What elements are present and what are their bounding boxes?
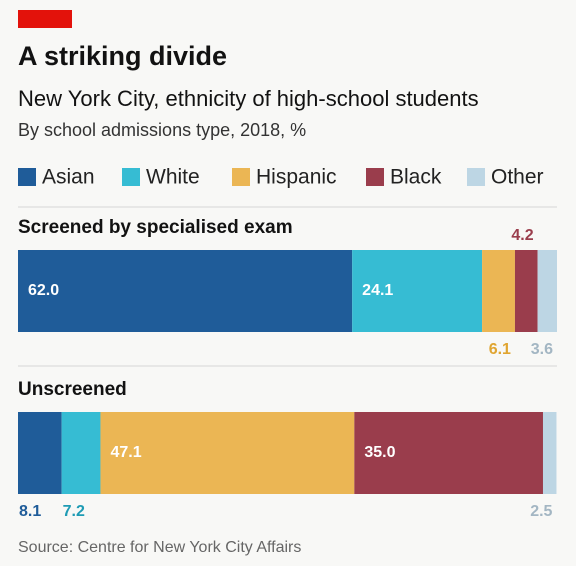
legend-label: Asian	[42, 166, 95, 189]
value-label: 2.5	[530, 503, 552, 520]
bar-segment	[18, 412, 62, 494]
legend-label: Other	[491, 166, 544, 189]
bar-segment	[514, 250, 538, 332]
chart-subtitle: New York City, ethnicity of high-school …	[18, 86, 479, 111]
bar-segment	[61, 412, 101, 494]
bar-segment	[352, 250, 483, 332]
chart-title: A striking divide	[18, 41, 227, 71]
chart-description: By school admissions type, 2018, %	[18, 120, 306, 140]
value-label: 4.2	[511, 227, 533, 244]
value-label: 6.1	[489, 341, 511, 358]
legend-swatch	[18, 168, 36, 186]
panel-label: Screened by specialised exam	[18, 217, 293, 238]
legend-swatch	[467, 168, 485, 186]
value-label: 62.0	[28, 282, 59, 299]
legend-label: Black	[390, 166, 442, 189]
value-label: 3.6	[531, 341, 553, 358]
bar-segment	[100, 412, 355, 494]
bar-segment	[482, 250, 515, 332]
value-label: 35.0	[364, 444, 395, 461]
legend-swatch	[122, 168, 140, 186]
panel-label: Unscreened	[18, 379, 127, 400]
legend-label: White	[146, 166, 200, 189]
source: Source: Centre for New York City Affairs	[18, 539, 301, 556]
value-label: 7.2	[63, 503, 85, 520]
legend-label: Hispanic	[256, 166, 337, 189]
bar-segment	[354, 412, 543, 494]
legend-swatch	[232, 168, 250, 186]
brand-tab	[18, 10, 72, 28]
bar-segment	[537, 250, 557, 332]
value-label: 24.1	[362, 282, 393, 299]
legend-swatch	[366, 168, 384, 186]
value-label: 8.1	[19, 503, 41, 520]
bar-segment	[18, 250, 353, 332]
value-label: 47.1	[110, 444, 141, 461]
bar-segment	[542, 412, 557, 494]
